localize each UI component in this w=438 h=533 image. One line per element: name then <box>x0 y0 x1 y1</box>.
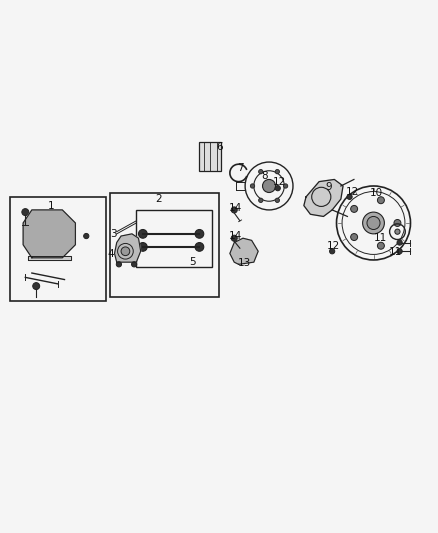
Circle shape <box>131 262 137 267</box>
Circle shape <box>397 240 402 245</box>
Bar <box>110 192 219 297</box>
Circle shape <box>351 233 357 240</box>
Circle shape <box>195 243 204 251</box>
Circle shape <box>262 180 276 192</box>
Text: 3: 3 <box>110 229 117 239</box>
Circle shape <box>275 169 279 174</box>
Text: 6: 6 <box>216 142 223 152</box>
Circle shape <box>378 197 385 204</box>
Text: 10: 10 <box>370 188 383 198</box>
Circle shape <box>394 220 401 227</box>
Text: 13: 13 <box>238 258 251 268</box>
Text: 2: 2 <box>155 194 161 204</box>
Text: 14: 14 <box>229 231 242 241</box>
Text: 12: 12 <box>346 187 359 197</box>
Text: 9: 9 <box>325 182 332 192</box>
Text: 4: 4 <box>108 249 114 260</box>
Circle shape <box>347 194 352 199</box>
Polygon shape <box>230 238 258 264</box>
Polygon shape <box>304 180 343 216</box>
Bar <box>199 142 221 171</box>
Text: 5: 5 <box>190 257 196 267</box>
Text: 8: 8 <box>261 171 268 181</box>
Text: 11: 11 <box>389 247 403 257</box>
Circle shape <box>367 216 380 230</box>
Circle shape <box>231 207 237 213</box>
Text: 11: 11 <box>374 233 387 243</box>
Circle shape <box>275 185 280 191</box>
Circle shape <box>351 205 357 212</box>
Circle shape <box>258 169 263 174</box>
Circle shape <box>138 230 147 238</box>
Circle shape <box>33 282 40 289</box>
Text: 12: 12 <box>272 176 286 187</box>
Text: 1: 1 <box>48 201 55 212</box>
Circle shape <box>195 230 204 238</box>
Circle shape <box>138 243 147 251</box>
Bar <box>10 197 106 301</box>
Circle shape <box>395 229 400 235</box>
Circle shape <box>84 233 89 239</box>
Circle shape <box>378 243 385 249</box>
Circle shape <box>22 208 29 215</box>
Text: 7: 7 <box>237 163 244 173</box>
Circle shape <box>363 212 385 234</box>
Circle shape <box>251 184 254 188</box>
Circle shape <box>231 235 237 241</box>
Polygon shape <box>28 256 71 260</box>
Circle shape <box>116 262 121 267</box>
Circle shape <box>283 184 288 188</box>
Bar <box>136 210 212 266</box>
Circle shape <box>329 249 335 254</box>
Polygon shape <box>115 234 141 262</box>
Text: 12: 12 <box>326 240 339 251</box>
Circle shape <box>275 198 279 203</box>
Circle shape <box>121 247 130 256</box>
Circle shape <box>258 198 263 203</box>
Text: 14: 14 <box>229 203 242 213</box>
Polygon shape <box>23 210 75 258</box>
Circle shape <box>397 249 402 254</box>
